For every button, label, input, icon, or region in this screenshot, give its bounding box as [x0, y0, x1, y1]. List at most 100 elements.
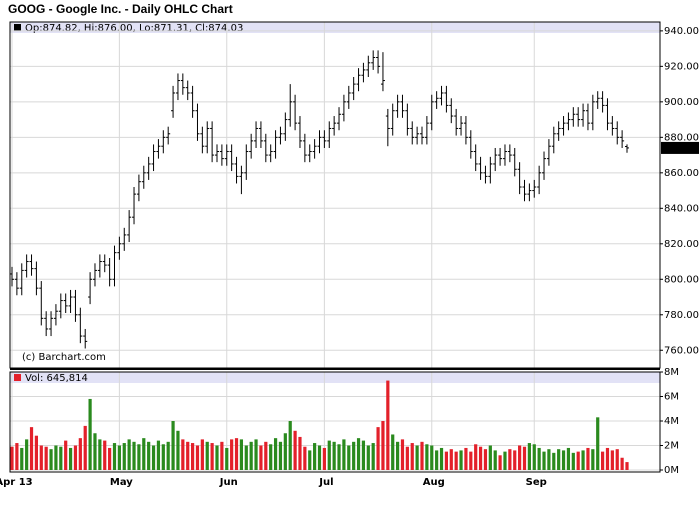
volume-bar — [547, 449, 551, 470]
volume-bar — [439, 447, 444, 470]
volume-bar — [293, 430, 297, 470]
volume-bar — [474, 444, 478, 470]
volume-bar — [64, 440, 68, 470]
volume-bar — [327, 440, 331, 470]
volume-bar — [615, 449, 619, 470]
volume-bar — [464, 447, 468, 470]
price-header — [10, 22, 660, 33]
x-tick-label: Sep — [526, 477, 547, 488]
volume-bar — [459, 450, 463, 470]
volume-bar — [225, 447, 229, 470]
volume-frame — [9, 371, 661, 473]
volume-bar — [269, 444, 273, 470]
x-tick-label: Aug — [423, 477, 445, 488]
volume-bar — [215, 445, 219, 470]
volume-bar — [322, 447, 326, 470]
volume-bar — [405, 446, 409, 470]
volume-bar — [88, 398, 92, 470]
volume-bar — [142, 438, 146, 470]
volume-bar — [444, 451, 449, 470]
volume-bar — [493, 450, 497, 470]
volume-bar — [596, 417, 600, 470]
volume-bar — [508, 449, 512, 470]
volume-bar — [386, 380, 390, 470]
volume-bar — [176, 430, 180, 470]
volume-bar — [537, 447, 541, 470]
volume-bar — [591, 449, 595, 470]
volume-bar — [454, 451, 458, 470]
volume-bar — [625, 462, 629, 470]
volume-bar — [98, 439, 102, 470]
volume-bar — [161, 444, 165, 470]
volume-bar — [156, 440, 161, 470]
volume-bar — [171, 421, 175, 470]
volume-bar — [366, 445, 370, 470]
last-price-box — [661, 141, 699, 154]
volume-bar — [610, 450, 614, 470]
volume-bar — [186, 441, 190, 470]
x-tick-label: Jul — [318, 477, 333, 488]
volume-bar — [39, 445, 43, 470]
volume-bar — [127, 439, 131, 470]
credit: (c) Barchart.com — [22, 352, 106, 363]
volume-bar — [552, 452, 556, 470]
y-tick-label: 900.00 — [664, 97, 699, 108]
volume-legend-swatch — [14, 374, 21, 381]
volume-bar — [469, 451, 473, 470]
volume-bar — [483, 449, 488, 470]
volume-bar — [303, 446, 307, 470]
volume-bar — [20, 447, 24, 470]
volume-bar — [49, 449, 53, 470]
volume-bar — [527, 443, 531, 470]
volume-bar — [518, 445, 522, 470]
volume-bar — [425, 444, 429, 470]
volume-bar — [68, 447, 73, 470]
volume-bar — [571, 452, 575, 470]
volume-bar — [410, 443, 414, 470]
volume-bar — [430, 445, 434, 470]
volume-bar — [356, 438, 361, 470]
volume-bar — [254, 439, 258, 470]
volume-bar — [581, 450, 585, 470]
volume-bar — [498, 455, 502, 470]
volume-tick-label: 8M — [664, 367, 679, 378]
volume-bar — [400, 439, 405, 470]
volume-bar — [147, 441, 151, 470]
volume-bar — [361, 440, 366, 470]
volume-bar — [391, 434, 395, 470]
volume-bar — [522, 446, 527, 470]
volume-bar — [249, 441, 253, 470]
volume-bar — [488, 445, 492, 470]
volume-bar — [347, 445, 351, 470]
last-price-label: 874.03 — [663, 143, 698, 154]
x-tick-label: Jun — [219, 477, 238, 488]
volume-bar — [239, 439, 244, 470]
volume-bar — [54, 445, 58, 470]
volume-bar — [122, 443, 126, 470]
volume-bar — [78, 438, 82, 470]
y-tick-label: 860.00 — [664, 168, 699, 179]
volume-bar — [108, 447, 112, 470]
volume-bar — [313, 443, 317, 470]
volume-bar — [166, 441, 170, 470]
legend-swatch — [14, 24, 21, 31]
volume-bar — [342, 439, 346, 470]
volume-bar — [620, 457, 624, 470]
y-tick-label: 840.00 — [664, 203, 699, 214]
volume-bar — [10, 446, 14, 470]
volume-bar — [542, 451, 546, 470]
volume-bar — [371, 443, 375, 470]
volume-bar — [112, 443, 117, 470]
y-tick-label: 760.00 — [664, 345, 699, 356]
y-tick-label: 800.00 — [664, 274, 699, 285]
volume-bar — [337, 444, 341, 470]
volume-bar — [395, 441, 400, 470]
volume-bar — [59, 446, 63, 470]
volume-bar — [29, 427, 34, 470]
volume-bar — [586, 447, 590, 470]
volume-bar — [103, 440, 107, 470]
volume-bar — [576, 451, 580, 470]
volume-bar — [200, 439, 204, 470]
